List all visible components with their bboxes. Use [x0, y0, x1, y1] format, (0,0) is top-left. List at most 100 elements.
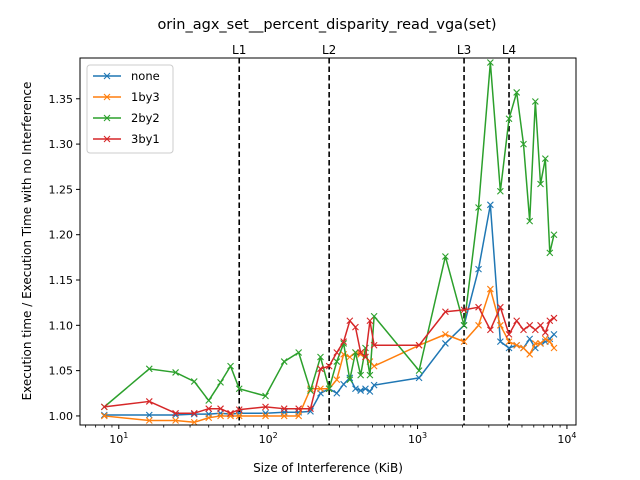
legend-label: 3by1 [131, 132, 160, 146]
data-point-none [415, 374, 423, 382]
data-point-2by2 [145, 365, 153, 373]
data-point-1by3 [546, 338, 554, 346]
data-point-none [475, 265, 482, 273]
data-point-2by2 [190, 378, 198, 385]
chart-title: orin_agx_set__percent_disparity_read_vga… [157, 17, 496, 33]
data-point-2by2 [415, 367, 423, 375]
data-point-none [366, 388, 374, 395]
y-tick-label: 1.25 [49, 183, 74, 196]
series-layer [100, 59, 558, 426]
data-point-2by2 [537, 180, 544, 188]
data-point-3by1 [333, 349, 341, 356]
data-point-2by2 [496, 187, 504, 195]
data-point-2by2 [317, 353, 324, 361]
data-point-2by2 [346, 376, 354, 384]
data-point-3by1 [505, 330, 513, 338]
data-point-none [370, 381, 378, 389]
data-point-1by3 [205, 414, 213, 422]
vertical-reference-lines: L1 L2 L3 L4 [232, 43, 516, 425]
y-tick-label: 1.35 [49, 93, 74, 106]
data-point-1by3 [190, 418, 198, 426]
data-point-2by2 [325, 385, 333, 393]
data-point-1by3 [370, 362, 378, 370]
data-point-3by1 [280, 405, 288, 413]
data-point-3by1 [317, 365, 324, 373]
data-point-none [357, 387, 365, 394]
data-point-none [100, 411, 108, 419]
x-axis: 101 102 103 104 [85, 425, 576, 446]
data-point-2by2 [442, 253, 449, 260]
data-point-2by2 [227, 362, 234, 370]
data-point-3by1 [307, 405, 314, 413]
data-point-3by1 [541, 329, 549, 336]
legend-item-1by3: 1by3 [93, 90, 160, 104]
data-point-2by2 [333, 358, 341, 365]
data-point-3by1 [496, 303, 504, 311]
legend-label: none [131, 69, 160, 83]
data-point-1by3 [235, 412, 243, 420]
data-point-1by3 [217, 412, 224, 420]
x-axis-label: Size of Interference (KiB) [253, 461, 403, 475]
data-point-none [333, 389, 341, 397]
data-point-2by2 [352, 349, 359, 356]
data-point-3by1 [217, 405, 224, 413]
data-point-none [505, 344, 513, 352]
data-point-3by1 [346, 317, 354, 325]
data-point-1by3 [346, 353, 354, 361]
data-point-3by1 [262, 403, 269, 411]
data-point-3by1 [100, 403, 108, 411]
data-point-2by2 [172, 369, 179, 376]
series-3by1 [100, 303, 558, 417]
x-tick-label: 101 [109, 431, 128, 446]
y-axis: 1.00 1.05 1.10 1.15 1.20 1.25 1.30 1.35 [49, 93, 80, 423]
data-point-1by3 [526, 350, 534, 358]
legend-item-3by1: 3by1 [93, 132, 160, 146]
legend-box [86, 64, 174, 154]
data-point-3by1 [550, 314, 558, 322]
data-point-2by2 [513, 89, 521, 96]
legend-label: 2by2 [131, 111, 160, 125]
legend: none 1by3 2by2 3by1 [86, 64, 174, 154]
data-point-1by3 [496, 321, 504, 329]
data-point-1by3 [145, 417, 153, 424]
data-point-1by3 [486, 285, 494, 293]
vline-label-l2: L2 [322, 43, 336, 57]
y-tick-label: 1.05 [49, 365, 74, 378]
data-point-1by3 [531, 340, 539, 347]
data-point-none [145, 411, 153, 419]
data-point-1by3 [100, 412, 108, 420]
y-axis-label: Execution time / Execution Time with no … [20, 82, 34, 401]
data-point-2by2 [235, 385, 243, 393]
data-point-2by2 [505, 115, 513, 123]
data-point-none [442, 340, 449, 347]
data-point-1by3 [357, 350, 365, 358]
data-point-1by3 [295, 412, 303, 420]
data-point-2by2 [262, 392, 269, 400]
data-point-2by2 [520, 140, 527, 148]
data-point-3by1 [190, 409, 198, 417]
data-point-1by3 [475, 321, 482, 329]
data-point-none [362, 385, 369, 393]
data-point-2by2 [475, 204, 482, 211]
y-tick-label: 1.15 [49, 274, 74, 287]
data-point-3by1 [370, 341, 378, 349]
data-point-2by2 [486, 59, 494, 66]
data-point-1by3 [513, 341, 521, 349]
data-point-2by2 [217, 379, 224, 386]
data-point-3by1 [172, 409, 179, 417]
data-point-3by1 [352, 323, 359, 331]
data-point-2by2 [366, 371, 374, 379]
y-tick-label: 1.30 [49, 138, 74, 151]
data-point-2by2 [541, 155, 549, 162]
data-point-3by1 [513, 317, 521, 325]
data-point-3by1 [366, 317, 374, 325]
plot-frame [79, 57, 577, 426]
data-point-1by3 [227, 412, 234, 420]
data-point-3by1 [442, 308, 449, 316]
data-point-3by1 [227, 409, 234, 417]
data-point-3by1 [486, 326, 494, 334]
y-tick-label: 1.20 [49, 229, 74, 242]
data-point-1by3 [172, 417, 179, 424]
data-point-2by2 [280, 358, 288, 365]
data-point-1by3 [550, 344, 558, 352]
